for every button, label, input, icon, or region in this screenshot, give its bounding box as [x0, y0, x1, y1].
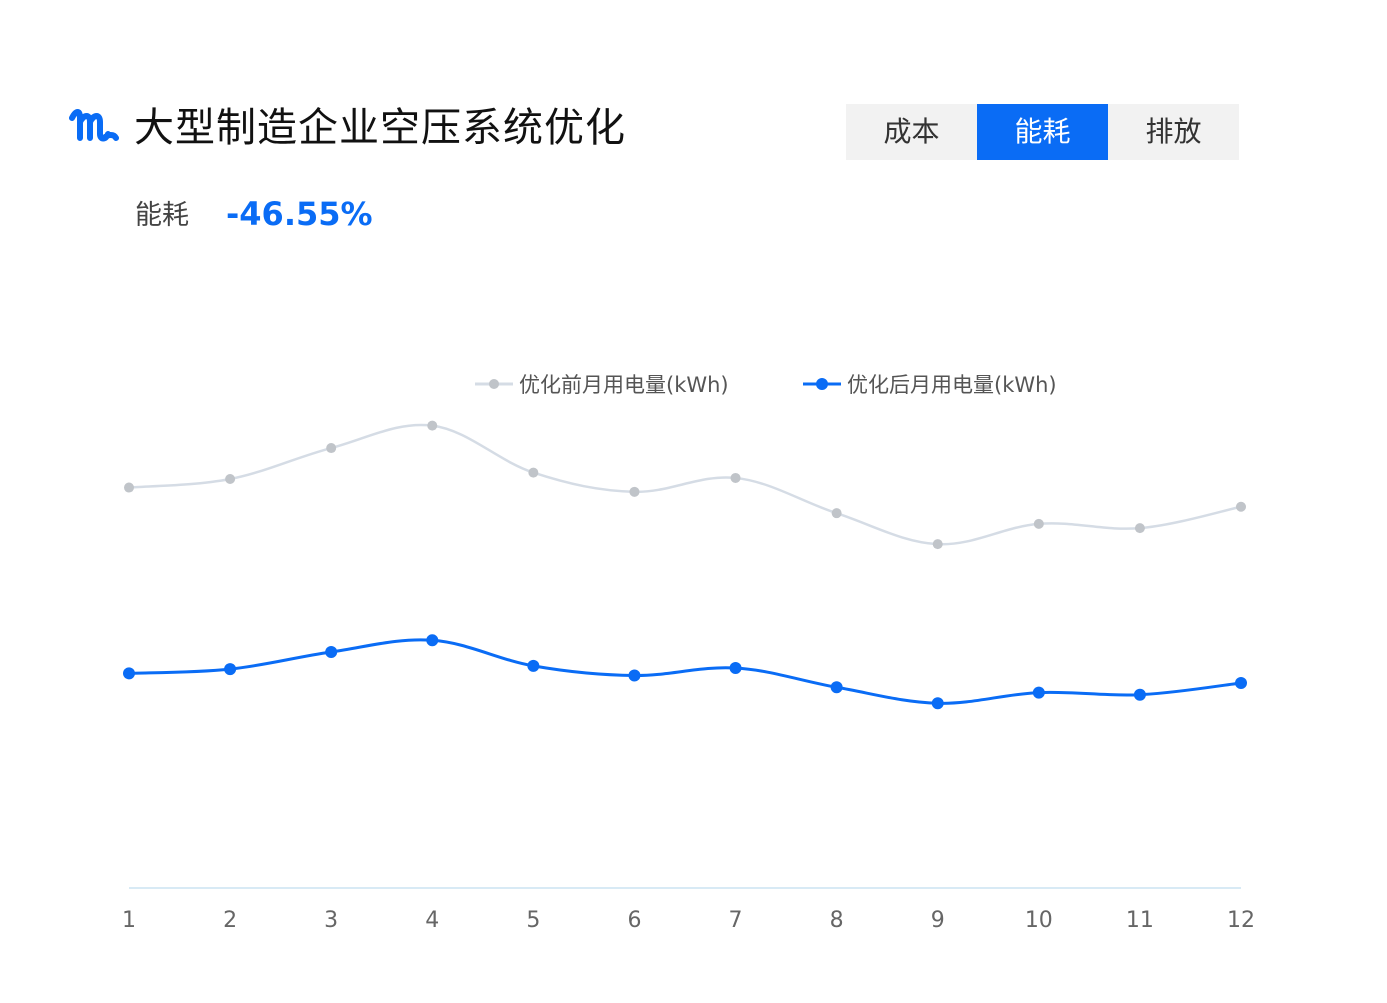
tab-emission[interactable]: 排放 — [1108, 104, 1239, 160]
x-tick-label: 7 — [729, 908, 743, 933]
data-point-after — [1133, 688, 1146, 701]
metric-value: -46.55% — [226, 195, 373, 233]
data-point-before — [629, 486, 640, 497]
tab-energy[interactable]: 能耗 — [977, 104, 1108, 160]
data-point-after — [830, 681, 843, 694]
data-point-before — [730, 472, 741, 483]
x-tick-label: 9 — [931, 908, 945, 933]
x-tick-label: 4 — [425, 908, 439, 933]
data-point-after — [325, 646, 338, 659]
legend-label-before: 优化前月用电量(kWh) — [519, 373, 729, 397]
data-point-before — [427, 420, 438, 431]
data-point-before — [831, 508, 842, 519]
metric-tabs: 成本 能耗 排放 — [846, 104, 1239, 160]
series-line-before — [128, 423, 1242, 546]
data-point-before — [932, 539, 943, 550]
tab-cost[interactable]: 成本 — [846, 104, 977, 160]
x-tick-label: 12 — [1227, 908, 1255, 933]
x-tick-label: 1 — [122, 908, 136, 933]
series-line-after — [128, 638, 1242, 705]
data-point-after — [1235, 676, 1247, 689]
data-point-before — [1236, 501, 1246, 512]
page-title: 大型制造企业空压系统优化 — [134, 105, 626, 151]
metric-label: 能耗 — [135, 200, 189, 231]
brand-logo-icon — [69, 109, 119, 142]
data-point-before — [124, 482, 134, 493]
legend-label-after: 优化后月用电量(kWh) — [847, 373, 1057, 397]
x-tick-label: 3 — [324, 908, 338, 933]
data-point-before — [1134, 523, 1145, 534]
data-point-after — [426, 634, 439, 647]
x-tick-label: 5 — [526, 908, 540, 933]
x-tick-label: 11 — [1126, 908, 1154, 933]
data-point-before — [528, 467, 539, 478]
data-point-after — [123, 667, 135, 680]
legend-marker-after — [816, 378, 828, 390]
x-tick-label: 10 — [1025, 908, 1053, 933]
x-tick-label: 6 — [627, 908, 641, 933]
data-point-before — [1033, 518, 1044, 529]
x-tick-label: 8 — [830, 908, 844, 933]
x-tick-label: 2 — [223, 908, 237, 933]
data-point-after — [729, 662, 742, 675]
data-point-after — [527, 659, 540, 672]
legend-marker-before — [489, 379, 499, 389]
data-point-after — [1032, 686, 1045, 699]
data-point-before — [326, 443, 337, 454]
data-point-before — [225, 474, 236, 485]
data-point-after — [931, 697, 944, 710]
data-point-after — [224, 663, 237, 676]
data-point-after — [628, 669, 641, 682]
